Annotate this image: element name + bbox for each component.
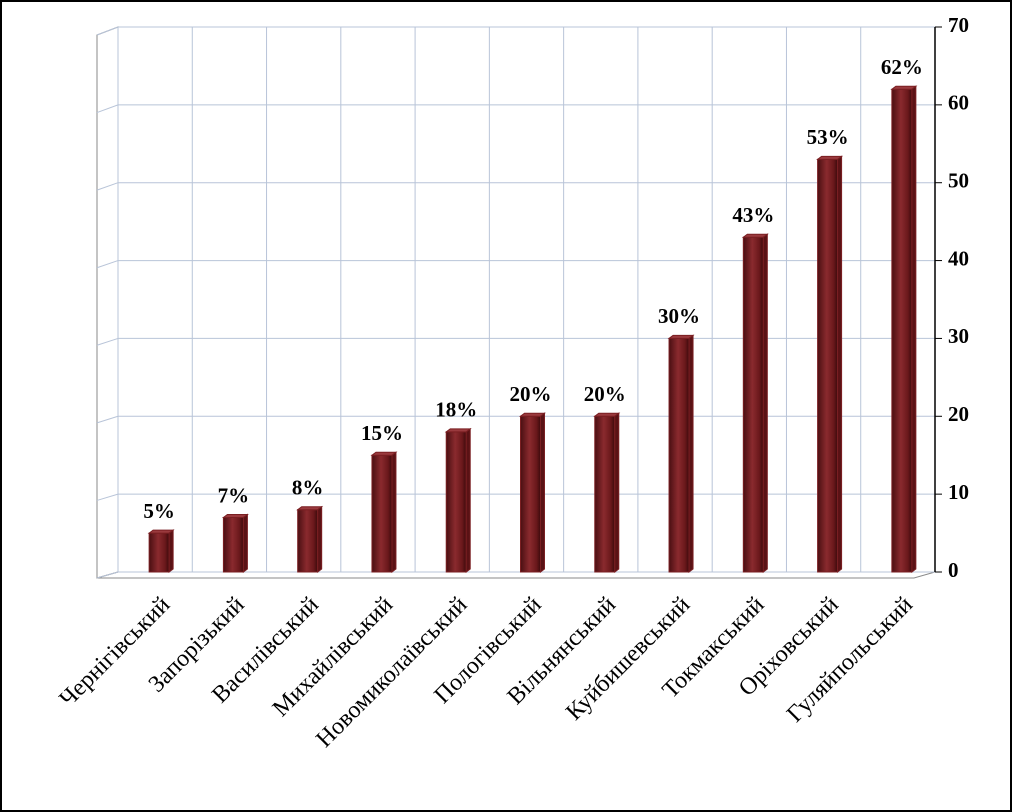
bar-side bbox=[391, 451, 397, 573]
side-grid-line bbox=[96, 415, 119, 424]
value-label: 43% bbox=[732, 203, 774, 227]
value-label: 30% bbox=[658, 304, 700, 328]
value-label: 53% bbox=[807, 125, 849, 149]
bar-side bbox=[762, 233, 768, 573]
value-label: 8% bbox=[292, 476, 324, 500]
bar bbox=[594, 415, 616, 573]
bar-side bbox=[168, 529, 174, 573]
bar-side bbox=[837, 155, 843, 573]
bar bbox=[668, 337, 690, 573]
y-tick-label: 40 bbox=[948, 246, 969, 270]
bar bbox=[148, 532, 170, 573]
value-label: 62% bbox=[881, 55, 923, 79]
side-grid-line bbox=[96, 493, 119, 501]
bar bbox=[371, 454, 393, 573]
value-label: 20% bbox=[584, 382, 626, 406]
bar bbox=[520, 415, 541, 573]
bar-side bbox=[911, 85, 917, 573]
y-tick-label: 20 bbox=[948, 402, 969, 426]
bar-side bbox=[242, 513, 248, 573]
bar-side bbox=[614, 412, 620, 573]
value-label: 5% bbox=[143, 499, 175, 523]
side-grid-line bbox=[96, 26, 119, 36]
bar bbox=[445, 431, 467, 573]
y-tick-label: 30 bbox=[948, 324, 969, 348]
bar-side bbox=[465, 427, 471, 573]
side-grid-line bbox=[96, 104, 119, 114]
bar-side bbox=[688, 334, 694, 573]
side-grid-line bbox=[96, 182, 119, 191]
side-grid-line bbox=[96, 260, 119, 269]
bar-side bbox=[317, 505, 323, 573]
bar bbox=[891, 88, 913, 573]
bar-side bbox=[540, 412, 545, 573]
value-label: 20% bbox=[510, 382, 552, 406]
bar bbox=[297, 509, 319, 573]
y-tick-label: 0 bbox=[948, 558, 959, 582]
value-label: 7% bbox=[218, 483, 250, 507]
bar bbox=[817, 158, 839, 573]
value-label: 15% bbox=[361, 421, 403, 445]
y-tick-label: 10 bbox=[948, 480, 969, 504]
y-tick-label: 60 bbox=[948, 91, 969, 115]
side-grid-line bbox=[96, 571, 119, 579]
value-label: 18% bbox=[435, 398, 477, 422]
bar bbox=[742, 236, 764, 573]
bar bbox=[222, 517, 244, 573]
side-grid-line bbox=[96, 337, 119, 346]
y-tick-label: 70 bbox=[948, 13, 969, 37]
y-tick-label: 50 bbox=[948, 169, 969, 193]
